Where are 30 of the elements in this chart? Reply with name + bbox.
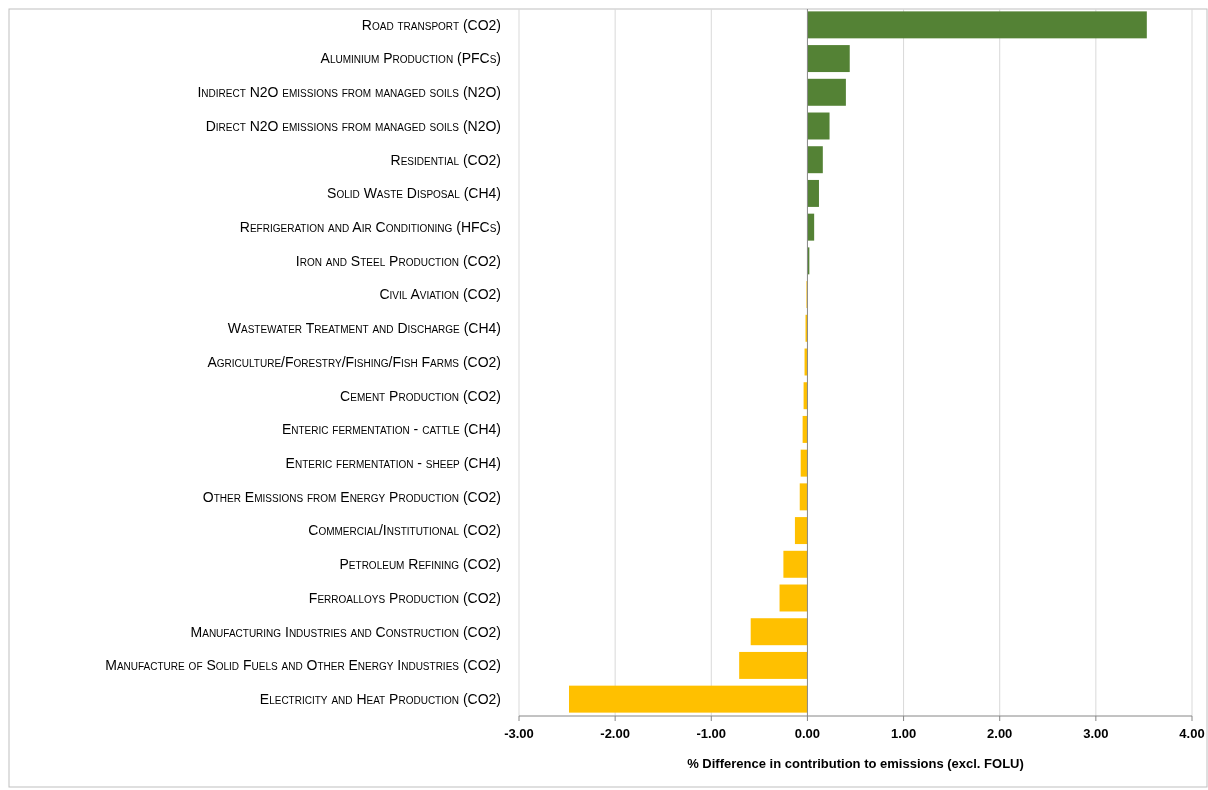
y-tick-label: Wastewater Treatment and Discharge (CH4): [227, 320, 501, 337]
y-tick-label: Direct N2O emissions from managed soils (N2O): [205, 117, 501, 134]
y-tick-label: Cement Production (CO2): [340, 387, 501, 404]
x-tick-label: -2.00: [600, 726, 630, 741]
y-tick-label: Iron and Steel Production (CO2): [295, 252, 501, 269]
y-tick-label: Aluminium Production (PFCs): [320, 50, 501, 67]
y-tick-label: Civil Aviation (CO2): [379, 286, 501, 303]
y-tick-label: Other Emissions from Energy Production (CO2): [202, 488, 501, 505]
y-tick-label: Manufacture of Solid Fuels and Other Energy Industries (CO2): [105, 657, 501, 674]
y-tick-label: Refrigeration and Air Conditioning (HFCs): [239, 219, 501, 236]
y-tick-label: Agriculture/Forestry/Fishing/Fish Farms (CO2): [207, 353, 501, 370]
y-tick-label: Enteric fermentation - sheep (CH4): [285, 455, 501, 472]
y-tick-label: Indirect N2O emissions from managed soils (N2O): [197, 84, 501, 101]
x-axis-title: % Difference in contribution to emissions (excl. FOLU): [687, 756, 1024, 771]
y-tick-label: Manufacturing Industries and Construction (CO2): [190, 623, 501, 640]
x-tick-label: 0.00: [794, 726, 821, 741]
y-tick-label: Ferroalloys Production (CO2): [308, 589, 501, 606]
x-tick-label: 2.00: [987, 726, 1013, 741]
x-tick-label: -3.00: [504, 726, 534, 741]
y-tick-label: Residential (CO2): [390, 151, 501, 168]
y-tick-label: Electricity and Heat Production (CO2): [259, 691, 501, 708]
x-tick-label: 3.00: [1083, 726, 1109, 741]
x-tick-label: -1.00: [696, 726, 727, 741]
y-tick-label: Enteric fermentation - cattle (CH4): [281, 421, 501, 438]
y-tick-label: Petroleum Refining (CO2): [339, 556, 501, 573]
y-tick-label: Road transport (CO2): [361, 16, 501, 33]
y-tick-label: Solid Waste Disposal (CH4): [327, 185, 501, 202]
y-tick-label: Commercial/Institutional (CO2): [308, 522, 501, 539]
x-tick-label: 1.00: [890, 726, 917, 741]
x-tick-label: 4.00: [1179, 726, 1205, 741]
